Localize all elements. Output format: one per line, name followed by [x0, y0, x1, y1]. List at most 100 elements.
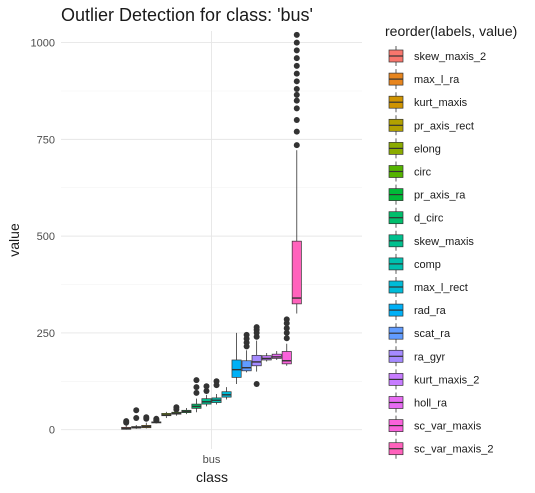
legend-item-scat-ra: scat_ra	[388, 323, 451, 344]
outlier-point	[293, 39, 300, 46]
boxplot-kurt-maxis	[141, 414, 152, 429]
legend-item-skew-maxis-2: skew_maxis_2	[388, 46, 486, 66]
outlier-point	[193, 389, 200, 396]
legend-item-sc-var-maxis-2: sc_var_maxis_2	[388, 438, 493, 459]
legend-label: pr_axis_ra	[414, 190, 466, 202]
legend-label: rad_ra	[414, 305, 447, 317]
legend-item-kurt-maxis-2: kurt_maxis_2	[388, 369, 479, 390]
outlier-point	[293, 62, 300, 69]
outlier-point	[203, 383, 210, 390]
outlier-point	[293, 91, 300, 98]
boxplot-ra-gyr	[251, 324, 262, 387]
legend-item-circ: circ	[388, 161, 432, 182]
outlier-point	[153, 415, 160, 422]
legend-label: skew_maxis_2	[414, 51, 486, 63]
legend-label: comp	[414, 259, 441, 271]
outlier-point	[243, 331, 250, 338]
box	[241, 360, 252, 372]
legend-label: scat_ra	[414, 328, 451, 340]
boxplot-sc-var-maxis-2	[291, 31, 302, 314]
outlier-point	[293, 128, 300, 135]
y-tick-label: 0	[49, 425, 55, 437]
legend-item-ra-gyr: ra_gyr	[388, 346, 446, 367]
box	[251, 354, 262, 367]
legend-label: max_l_rect	[414, 282, 468, 294]
outlier-point	[293, 117, 300, 124]
outlier-point	[293, 105, 300, 112]
legend-label: d_circ	[414, 213, 444, 225]
x-tick-label: bus	[203, 454, 221, 466]
outlier-point	[123, 418, 130, 425]
outlier-point	[143, 414, 150, 421]
legend-item-pr-axis-ra: pr_axis_ra	[388, 184, 466, 205]
boxplot-pr-axis-rect	[151, 415, 162, 424]
legend-label: ra_gyr	[414, 351, 446, 363]
outlier-point	[293, 78, 300, 85]
legend: reorder(labels, value) skew_maxis_2 max_l…	[385, 23, 517, 459]
boxplot-max-l-rect	[221, 387, 232, 400]
outlier-point	[283, 329, 290, 336]
outlier-point	[253, 324, 260, 331]
box	[281, 351, 292, 365]
y-tick-label: 1000	[31, 38, 55, 50]
boxplot-max-l-ra	[131, 407, 142, 429]
legend-label: skew_maxis	[414, 236, 474, 248]
boxplot-scat-ra	[241, 331, 252, 373]
legend-item-sc-var-maxis: sc_var_maxis	[388, 415, 482, 436]
outlier-point	[133, 415, 140, 422]
legend-item-rad-ra: rad_ra	[388, 300, 447, 321]
y-tick-label: 250	[37, 328, 55, 340]
x-axis-title: class	[196, 469, 228, 485]
outlier-point	[293, 97, 300, 104]
x-axis: bus	[203, 454, 221, 466]
boxplot-kurt-maxis-2	[261, 353, 272, 362]
boxplot-skew-maxis-2	[121, 418, 132, 430]
chart-title: Outlier Detection for class: 'bus'	[61, 5, 313, 25]
legend-item-comp: comp	[388, 253, 441, 274]
legend-label: holl_ra	[414, 398, 448, 410]
outlier-point	[293, 47, 300, 54]
legend-title: reorder(labels, value)	[385, 23, 517, 39]
outlier-point	[293, 86, 300, 93]
legend-label: sc_var_maxis_2	[414, 444, 493, 456]
boxplot-holl-ra	[271, 351, 282, 360]
legend-item-pr-axis-rect: pr_axis_rect	[388, 115, 474, 136]
outlier-point	[253, 380, 260, 387]
y-tick-label: 750	[37, 134, 55, 146]
outlier-point	[283, 316, 290, 323]
legend-label: kurt_maxis	[414, 97, 468, 109]
boxplot-d-circ	[191, 377, 202, 413]
outlier-point	[283, 335, 290, 342]
outlier-point	[133, 407, 140, 414]
legend-item-holl-ra: holl_ra	[388, 392, 448, 413]
boxplot-skew-maxis	[201, 383, 212, 407]
y-tick-label: 500	[37, 231, 55, 243]
legend-item-max-l-ra: max_l_ra	[388, 69, 460, 90]
outlier-point	[293, 142, 300, 149]
legend-item-d-circ: d_circ	[388, 207, 444, 228]
outlier-point	[293, 55, 300, 62]
legend-item-skew-maxis: skew_maxis	[388, 230, 474, 251]
boxplot-sc-var-maxis	[281, 316, 292, 366]
legend-item-elong: elong	[388, 138, 441, 159]
outlier-point	[293, 31, 300, 38]
outlier-point	[193, 377, 200, 384]
grid	[61, 31, 362, 449]
legend-label: elong	[414, 143, 441, 155]
boxplot-rad-ra	[231, 332, 242, 384]
outlier-point	[283, 325, 290, 332]
outlier-point	[203, 387, 210, 394]
legend-label: max_l_ra	[414, 74, 460, 86]
y-axis-title: value	[6, 223, 22, 257]
boxplot-comp	[211, 378, 222, 405]
legend-item-max-l-rect: max_l_rect	[388, 277, 468, 297]
legend-label: kurt_maxis_2	[414, 374, 479, 386]
boxplots	[121, 31, 302, 430]
box	[291, 240, 302, 305]
box	[231, 359, 242, 378]
boxplot-elong	[161, 411, 172, 419]
boxplot-pr-axis-ra	[181, 407, 192, 415]
outlier-point	[173, 404, 180, 411]
legend-label: circ	[414, 167, 432, 179]
